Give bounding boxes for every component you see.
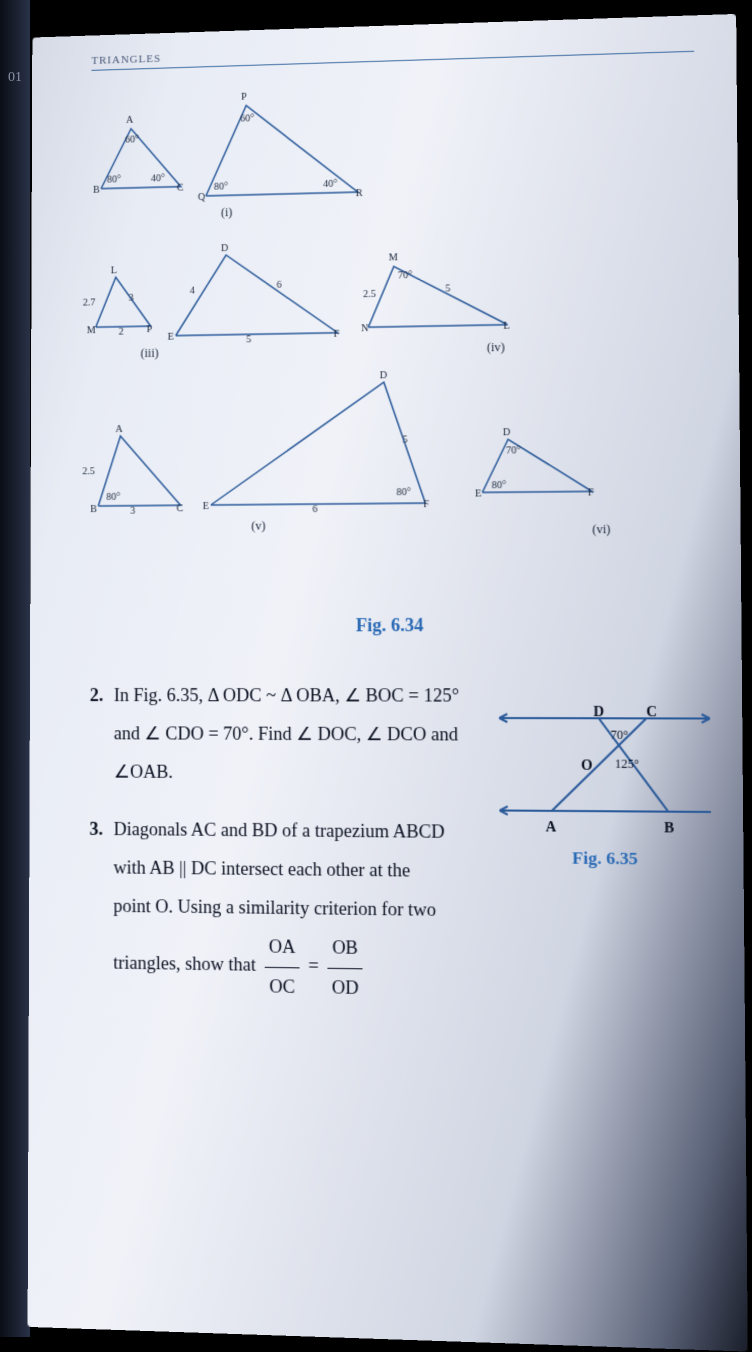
side-2: 2 <box>119 327 124 338</box>
triangle-i-pqr: P Q R 60° 80° 40° <box>196 92 368 206</box>
side-2.5: 2.5 <box>82 466 94 477</box>
angle-80: 80° <box>107 174 121 185</box>
vertex-L: L <box>111 265 117 276</box>
vertex-D: D <box>503 427 511 438</box>
side-6: 6 <box>312 504 317 515</box>
angle-70: 70° <box>398 270 412 281</box>
vertex-A: A <box>546 813 557 843</box>
textbook-page: TRIANGLES A B C 60° 80° 40° P Q R 60° 80… <box>28 14 748 1352</box>
vertex-E: E <box>475 488 481 499</box>
fig635-diagram: D C O A B 70° 125° Fig. 6.35 <box>499 687 712 878</box>
vertex-D: D <box>221 243 228 254</box>
vertex-R: R <box>356 188 363 199</box>
problems-block: 2. In Fig. 6.35, Δ ODC ~ Δ OBA, ∠ BOC = … <box>89 677 702 1014</box>
vertex-E: E <box>168 332 174 343</box>
frac-den-oc: OC <box>265 967 300 1006</box>
vertex-E: E <box>203 501 209 512</box>
label-v: (v) <box>251 519 265 534</box>
triangle-iv-mnl: M N L 2.5 70° 5 <box>363 254 518 338</box>
side-5: 5 <box>246 334 251 345</box>
triangle-i-abc: A B C 60° 80° 40° <box>91 117 191 199</box>
p3-pre: triangles, show that <box>113 953 260 976</box>
angle-40: 40° <box>323 179 337 190</box>
vertex-P: P <box>147 324 153 335</box>
problem-3-num: 3. <box>89 811 103 849</box>
triangle-iii-def: D E F 4 6 5 <box>166 242 348 345</box>
vertex-D: D <box>380 370 387 381</box>
frac-ob-od: OB OD <box>327 929 362 1008</box>
side-3: 3 <box>130 506 135 517</box>
angle-125: 125° <box>615 751 639 777</box>
vertex-A: A <box>115 424 122 435</box>
frac-oa-oc: OA OC <box>265 928 300 1007</box>
vertex-D: D <box>593 698 604 728</box>
angle-80: 80° <box>106 492 120 503</box>
label-i: (i) <box>221 205 232 220</box>
left-margin-number: 01 <box>8 70 22 86</box>
angle-40: 40° <box>151 173 165 184</box>
vertex-B: B <box>90 504 97 515</box>
triangle-vi-def: D E F 70° 80° <box>477 430 603 503</box>
side-5: 5 <box>445 283 450 294</box>
vertex-C: C <box>176 503 183 514</box>
side-2.7: 2.7 <box>83 297 95 308</box>
side-2.5: 2.5 <box>363 289 376 300</box>
vertex-M: M <box>87 325 96 336</box>
triangle-v-def: D E F 5 80° 6 <box>201 371 436 515</box>
label-iii: (iii) <box>141 346 159 361</box>
vertex-B: B <box>664 814 674 845</box>
frac-num-oa: OA <box>265 928 300 968</box>
angle-60: 60° <box>240 113 254 124</box>
frac-den-od: OD <box>328 968 363 1007</box>
vertex-L: L <box>503 321 509 332</box>
fig635-caption: Fig. 6.35 <box>499 839 711 878</box>
angle-70: 70° <box>506 445 521 456</box>
label-iv: (iv) <box>487 340 505 355</box>
frac-num-ob: OB <box>327 929 362 969</box>
angle-80: 80° <box>214 181 228 192</box>
vertex-A: A <box>126 115 133 126</box>
triangle-iii-lmp: L M P 2.7 3 2 <box>91 266 161 337</box>
vertex-F: F <box>423 499 429 510</box>
eq-sign: = <box>308 955 323 976</box>
vertex-F: F <box>334 329 340 340</box>
vertex-B: B <box>93 185 100 196</box>
vertex-M: M <box>389 252 398 263</box>
label-vi: (vi) <box>592 522 610 537</box>
vertex-P: P <box>241 92 247 103</box>
vertex-C: C <box>646 698 657 728</box>
vertex-N: N <box>361 323 368 334</box>
diagrams-fig634: A B C 60° 80° 40° P Q R 60° 80° 40° (i) … <box>90 62 698 596</box>
angle-80: 80° <box>492 480 507 491</box>
side-3: 3 <box>129 293 134 304</box>
vertex-O: O <box>581 751 593 781</box>
side-5: 5 <box>402 434 407 445</box>
angle-70: 70° <box>610 722 628 748</box>
triangle-v-abc: A B C 2.5 80° 3 <box>90 425 190 516</box>
angle-60: 60° <box>125 134 139 145</box>
vertex-C: C <box>177 183 184 194</box>
fig634-caption: Fig. 6.34 <box>90 614 699 637</box>
vertex-Q: Q <box>198 192 205 203</box>
side-4: 4 <box>190 286 195 297</box>
side-6: 6 <box>277 280 282 291</box>
vertex-F: F <box>588 487 594 498</box>
problem-3-line4: triangles, show that OA OC = OB OD <box>113 926 702 1014</box>
angle-80: 80° <box>396 487 410 498</box>
page-shadow <box>0 0 30 1337</box>
problem-2-num: 2. <box>90 677 104 715</box>
